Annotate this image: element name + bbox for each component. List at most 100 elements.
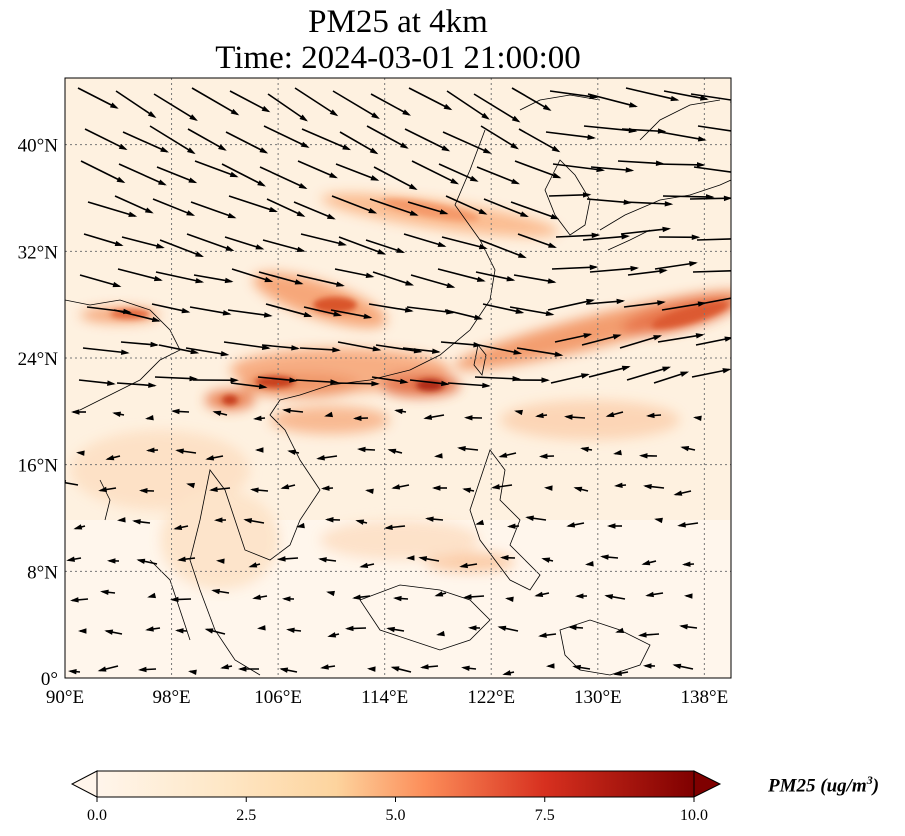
wind-arrow-shaft: [79, 274, 120, 288]
lon-tick-label: 122°E: [467, 687, 515, 708]
wind-arrow-head: [423, 414, 433, 420]
wind-arrow-shaft: [480, 125, 518, 149]
wind-arrow-shaft: [587, 93, 637, 108]
wind-arrow-shaft: [155, 271, 203, 283]
wind-arrow-shaft: [224, 236, 263, 250]
wind-arrow-head: [641, 559, 651, 566]
wind-arrow-head: [371, 380, 380, 387]
wind-arrow-head: [298, 182, 308, 189]
wind-arrow-head: [327, 632, 337, 638]
wind-arrow-head: [399, 378, 409, 384]
wind-arrow-shaft: [299, 347, 339, 352]
wind-arrow-shaft: [80, 160, 124, 183]
wind-arrow-head: [572, 664, 581, 671]
longitude-ticks: 90°E 98°E 106°E 114°E 122°E 130°E 138°E: [46, 687, 728, 708]
wind-arrow-shaft: [229, 90, 269, 113]
wind-arrow-head: [222, 310, 232, 316]
wind-arrow-head: [450, 178, 460, 185]
wind-arrow-shaft: [552, 163, 604, 172]
wind-arrow-shaft: [191, 87, 239, 116]
wind-arrow-head: [330, 379, 339, 385]
wind-arrow-shaft: [403, 233, 445, 247]
wind-arrow-head: [155, 243, 165, 249]
wind-arrow-head: [73, 524, 83, 530]
colorbar-tick-label: 0.0: [87, 807, 107, 824]
wind-arrow-shaft: [156, 166, 196, 184]
wind-arrow-head: [469, 175, 479, 182]
wind-arrow-shaft: [655, 163, 704, 166]
lon-tick-label: 138°E: [681, 687, 729, 708]
wind-arrow-head: [225, 245, 235, 251]
wind-arrow-shaft: [445, 195, 486, 215]
wind-arrow-head: [332, 347, 341, 353]
wind-arrow-shaft: [447, 382, 489, 387]
wind-arrow-shaft: [619, 335, 661, 349]
wind-arrow-head: [326, 213, 336, 220]
wind-arrow-head: [505, 596, 514, 603]
wind-arrow-shaft: [555, 234, 599, 238]
wind-arrow-head: [211, 588, 220, 595]
wind-arrow-head: [552, 172, 562, 179]
wind-arrow-shaft: [446, 90, 489, 120]
wind-arrow-shaft: [583, 125, 636, 132]
wind-arrow-shaft: [265, 303, 311, 317]
wind-arrow-shaft: [333, 382, 378, 385]
wind-arrow-head: [70, 597, 79, 603]
wind-arrow-head: [224, 277, 234, 284]
wind-arrow-head: [286, 627, 295, 634]
wind-arrow-shaft: [301, 128, 350, 151]
colorbar-tick-label: 2.5: [236, 807, 256, 824]
wind-arrow-head: [188, 669, 197, 676]
wind-arrow-shaft: [114, 195, 153, 214]
wind-arrow-shaft: [697, 125, 731, 132]
wind-arrow-head: [500, 555, 509, 561]
wind-arrow-shaft: [690, 93, 731, 101]
wind-arrow-head: [481, 112, 490, 120]
wind-arrow-shaft: [511, 87, 551, 111]
wind-arrow-head: [437, 241, 447, 247]
wind-arrow-shaft: [442, 131, 491, 154]
wind-arrow-shaft: [335, 163, 378, 181]
wind-arrow-head: [638, 632, 647, 638]
wind-arrow-head: [605, 411, 615, 418]
wind-arrow-head: [264, 276, 274, 283]
wind-arrow-shaft: [368, 303, 412, 312]
wind-arrow-head: [724, 336, 731, 342]
wind-arrow-head: [109, 102, 119, 109]
wind-arrow-shaft: [259, 166, 307, 189]
lat-tick-label: 40°N: [18, 136, 59, 157]
wind-arrow-shaft: [372, 271, 413, 286]
wind-arrow-head: [566, 522, 576, 528]
wind-arrow-head: [542, 104, 552, 111]
wind-arrow-head: [441, 145, 451, 152]
wind-arrow-shaft: [479, 239, 526, 259]
wind-arrow-head: [170, 596, 179, 603]
wind-arrow-head: [229, 171, 239, 178]
wind-arrow-head: [583, 333, 593, 339]
wind-arrow-head: [258, 383, 268, 390]
wind-arrow-head: [335, 281, 345, 287]
wind-arrow-shaft: [404, 128, 449, 152]
lat-tick-label: 8°N: [27, 562, 58, 583]
wind-arrow-head: [261, 105, 271, 113]
wind-arrow-head: [112, 281, 122, 288]
wind-arrow-head: [147, 111, 157, 119]
wind-arrow-head: [679, 624, 688, 630]
wind-arrow-shaft: [369, 198, 417, 216]
wind-arrow-head: [439, 209, 449, 215]
lat-tick-label: 16°N: [18, 456, 59, 477]
wind-arrow-shaft: [365, 239, 404, 253]
wind-arrow-shaft: [189, 306, 230, 315]
wind-arrow-head: [418, 556, 428, 562]
wind-arrow-shaft: [661, 302, 705, 311]
wind-arrow-shaft: [113, 309, 159, 322]
wind-arrow-head: [128, 211, 138, 217]
wind-arrow-shaft: [693, 166, 731, 173]
wind-arrow-shaft: [227, 309, 271, 317]
wind-arrow-shaft: [514, 160, 560, 179]
wind-arrow-head: [475, 519, 485, 526]
wind-arrow-head: [177, 556, 186, 562]
wind-arrow-shaft: [581, 334, 620, 346]
wind-arrow-head: [420, 664, 429, 670]
